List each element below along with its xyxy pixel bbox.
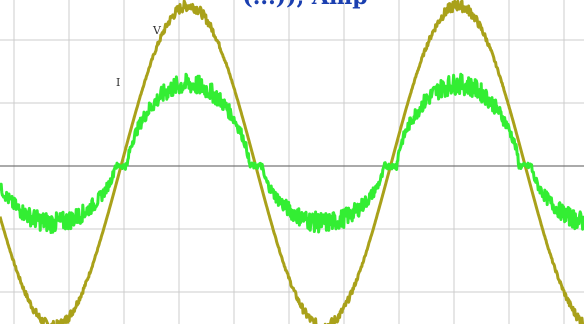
header-fragment: (...)), Amp [242, 0, 367, 10]
series-label-v: V [152, 24, 162, 37]
series-i-trace [0, 72, 584, 234]
series-label-i: I [116, 76, 120, 89]
